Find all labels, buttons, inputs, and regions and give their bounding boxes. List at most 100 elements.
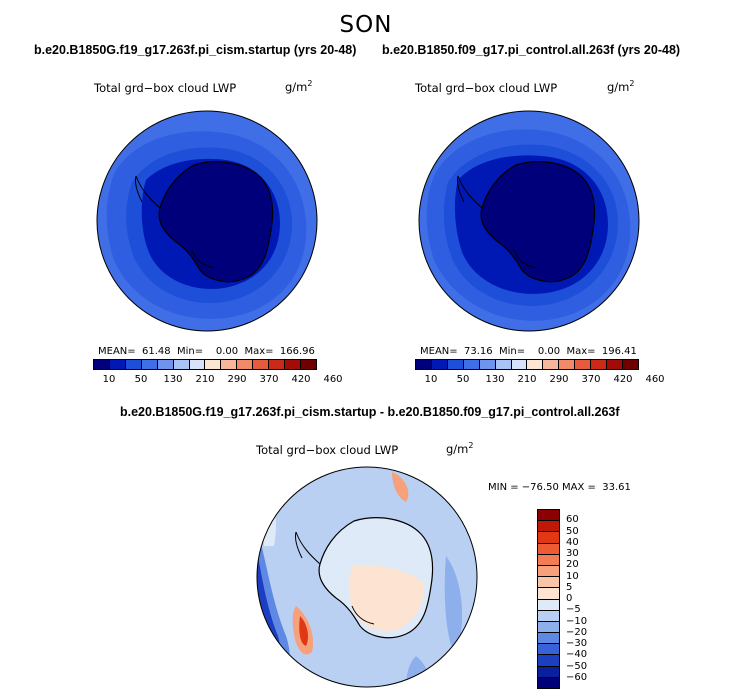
diff-colorbar-swatch xyxy=(538,621,559,634)
right-antarctica xyxy=(480,161,596,283)
left-colorbar-label: 50 xyxy=(134,374,148,385)
left-colorbar-label: 420 xyxy=(291,374,311,385)
right-colorbar-swatch xyxy=(527,360,544,369)
diff-colorbar-swatch xyxy=(538,521,559,533)
right-colorbar-swatch xyxy=(511,360,528,369)
diff-east-warm xyxy=(349,564,425,631)
right-units: g/m2 xyxy=(607,79,635,94)
diff-colorbar-label: −30 xyxy=(566,638,588,649)
diff-colorbar-swatch xyxy=(538,588,559,600)
diff-colorbar-swatch xyxy=(538,677,559,688)
diff-colorbar-swatch xyxy=(538,644,559,656)
diff-warm-north xyxy=(392,472,409,502)
left-case-title: b.e20.B1850G.f19_g17.263f.pi_cism.startu… xyxy=(34,43,357,57)
right-polar-map xyxy=(418,110,640,332)
left-map-border xyxy=(96,110,318,332)
left-colorbar-swatch xyxy=(237,360,254,369)
left-colorbar-swatch xyxy=(141,360,158,369)
left-colorbar-swatch xyxy=(109,360,126,369)
right-case-title: b.e20.B1850.f09_g17.pi_control.all.263f … xyxy=(382,43,681,57)
right-colorbar-swatch xyxy=(416,360,432,369)
right-colorbar-label: 290 xyxy=(549,374,569,385)
right-colorbar-swatch xyxy=(479,360,496,369)
right-colorbar-label: 10 xyxy=(424,374,438,385)
right-colorbar-swatch xyxy=(447,360,464,369)
diff-colorbar-label: 30 xyxy=(566,548,579,559)
left-colorbar-labels: 10 50 130 210 290 370 420 460 xyxy=(93,374,343,388)
left-colorbar-swatch xyxy=(221,360,238,369)
diff-colorbar-swatch xyxy=(538,510,559,522)
left-colorbar-swatch xyxy=(269,360,286,369)
right-colorbar-swatch xyxy=(495,360,512,369)
right-colorbar-swatch xyxy=(431,360,448,369)
diff-colorbar-label: 5 xyxy=(566,581,573,593)
diff-peninsula-coast xyxy=(295,531,321,565)
left-colorbar-swatch xyxy=(285,360,301,369)
right-stats: MEAN= 73.16 Min= 0.00 Max= 196.41 xyxy=(420,346,637,357)
diff-colorbar-label: −20 xyxy=(566,626,588,638)
left-colorbar-swatch xyxy=(157,360,174,369)
diff-colorbar-labels: 60 50 40 30 20 10 5 0 −5 −10 −20 −30 −40 −50 −60 xyxy=(566,509,606,689)
diff-colorbar-label: 50 xyxy=(566,525,579,537)
diff-colorbar-label: −5 xyxy=(566,604,581,616)
right-ross-coast xyxy=(513,249,537,269)
left-colorbar-label: 10 xyxy=(102,374,116,385)
diff-colorbar-swatch xyxy=(538,554,559,566)
left-colorbar-label: 290 xyxy=(227,374,247,385)
right-colorbar xyxy=(415,359,639,370)
diff-colorbar-swatch xyxy=(538,565,559,578)
left-colorbar-swatch xyxy=(173,360,190,369)
left-colorbar-swatch xyxy=(253,360,270,369)
left-polar-map xyxy=(96,110,318,332)
diff-case-title: b.e20.B1850G.f19_g17.263f.pi_cism.startu… xyxy=(120,405,620,419)
left-colorbar-swatch xyxy=(94,360,110,369)
diff-colorbar-label: −50 xyxy=(566,660,588,672)
right-colorbar-labels: 10 50 130 210 290 370 420 460 xyxy=(415,374,665,388)
right-colorbar-label: 460 xyxy=(645,374,665,385)
diff-colorbar-label: 0 xyxy=(566,593,573,604)
diff-plot-title: Total grd−box cloud LWP xyxy=(256,443,399,457)
right-colorbar-swatch xyxy=(575,360,592,369)
left-colorbar-swatch xyxy=(205,360,222,369)
diff-colorbar-swatch xyxy=(538,543,559,555)
right-colorbar-swatch xyxy=(543,360,560,369)
diff-colorbar xyxy=(537,509,560,689)
diff-colorbar-swatch xyxy=(538,532,559,544)
right-colorbar-label: 370 xyxy=(581,374,601,385)
right-plot-title: Total grd−box cloud LWP xyxy=(415,81,558,95)
diff-colorbar-label: 10 xyxy=(566,570,579,582)
left-stats: MEAN= 61.48 Min= 0.00 Max= 166.96 xyxy=(98,346,315,357)
right-colorbar-label: 420 xyxy=(613,374,633,385)
diff-colorbar-swatch xyxy=(538,599,559,611)
diff-minmax: MIN = −76.50 MAX = 33.61 xyxy=(488,482,631,493)
left-colorbar-swatch xyxy=(300,360,316,369)
left-ross-coast xyxy=(191,249,215,269)
left-plot-title: Total grd−box cloud LWP xyxy=(94,81,237,95)
left-colorbar-label: 210 xyxy=(195,374,215,385)
season-title: SON xyxy=(339,12,393,38)
diff-colorbar-label: 40 xyxy=(566,536,579,548)
diff-colorbar-label: −60 xyxy=(566,671,588,683)
right-colorbar-swatch xyxy=(591,360,608,369)
diff-colorbar-label: 20 xyxy=(566,559,579,571)
right-colorbar-label: 50 xyxy=(456,374,470,385)
diff-colorbar-label: 60 xyxy=(566,514,579,526)
right-colorbar-swatch xyxy=(607,360,623,369)
diff-neg-east xyxy=(444,556,463,656)
right-colorbar-label: 130 xyxy=(485,374,505,385)
right-colorbar-swatch xyxy=(622,360,638,369)
right-peninsula-coast xyxy=(457,175,483,209)
diff-colorbar-swatch xyxy=(538,666,559,678)
diff-colorbar-label: −10 xyxy=(566,615,588,627)
diff-colorbar-swatch xyxy=(538,633,559,645)
left-colorbar-label: 130 xyxy=(163,374,183,385)
diff-colorbar-swatch xyxy=(538,655,559,667)
left-peninsula-coast xyxy=(135,175,161,209)
diff-polar-map xyxy=(256,466,478,688)
diff-colorbar-swatch xyxy=(538,610,559,622)
right-colorbar-swatch xyxy=(559,360,576,369)
diff-hot-core xyxy=(299,616,308,646)
left-colorbar-label: 460 xyxy=(323,374,343,385)
diff-colorbar-label: −40 xyxy=(566,649,588,661)
right-colorbar-swatch xyxy=(463,360,480,369)
